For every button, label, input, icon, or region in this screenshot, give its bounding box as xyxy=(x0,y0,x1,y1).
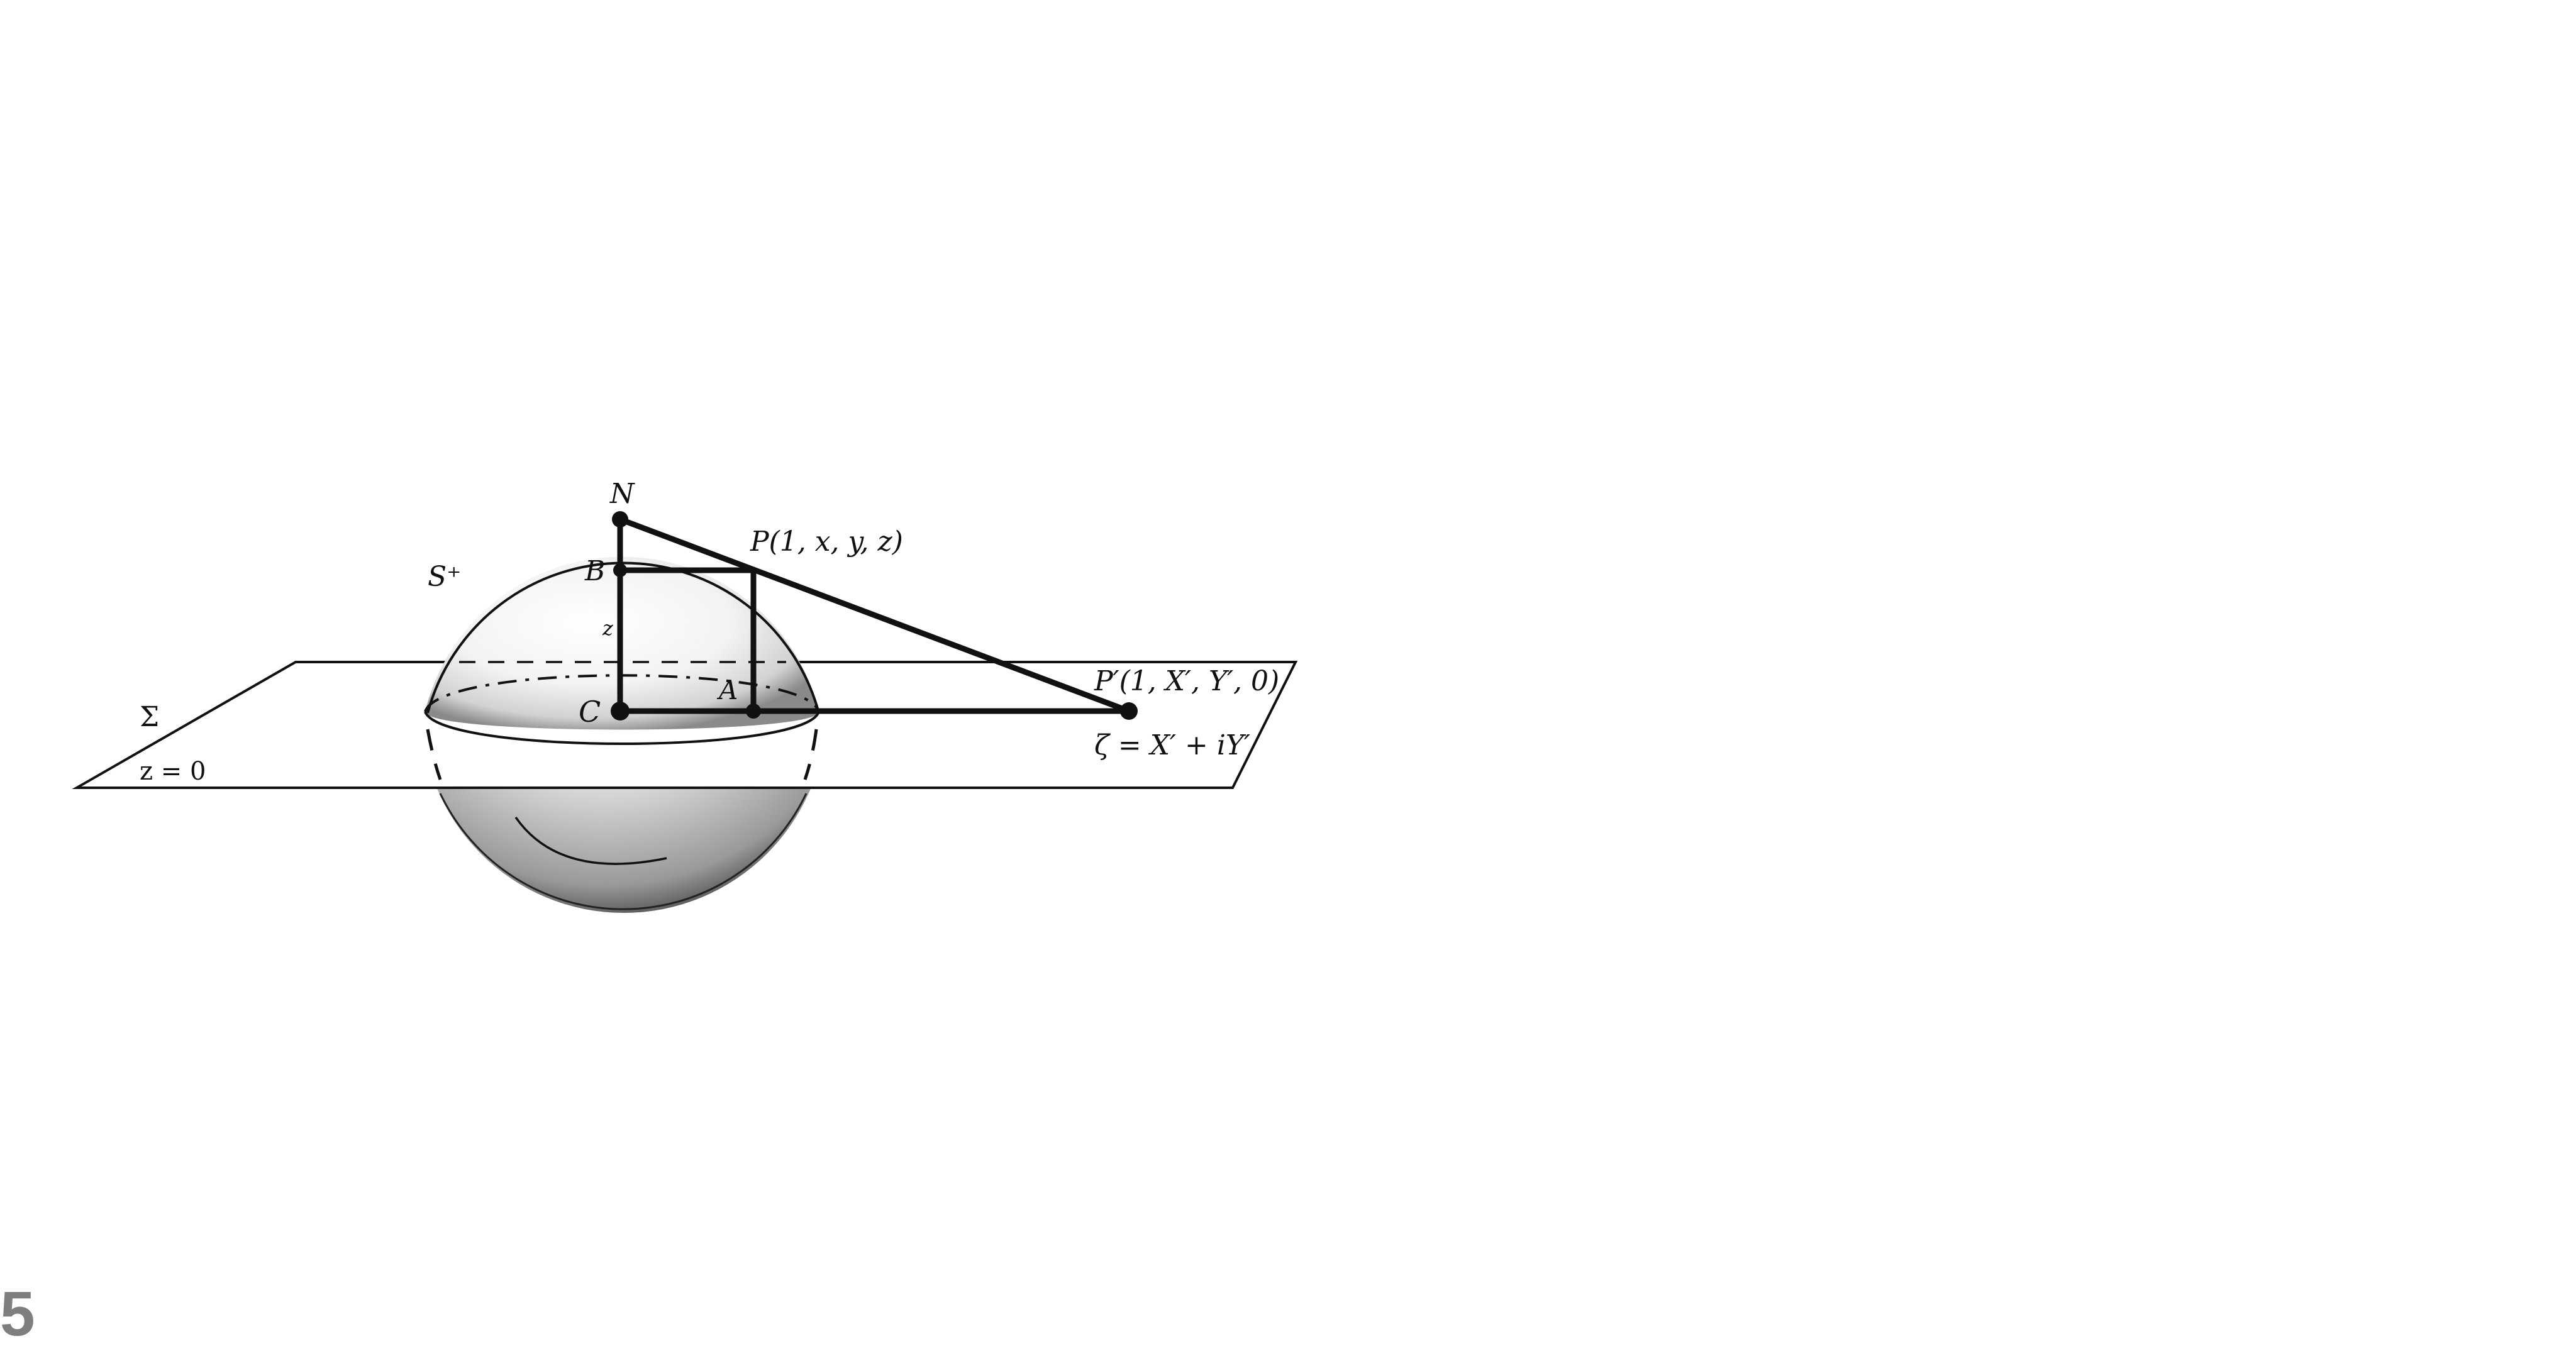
point-c xyxy=(611,702,630,720)
point-b xyxy=(613,563,627,577)
point-pprime xyxy=(1120,702,1138,720)
label-z-height: z xyxy=(602,616,614,640)
sphere-upper-outline xyxy=(426,561,820,714)
line-n-to-pprime xyxy=(617,516,1132,714)
label-p: P(1, x, y, z) xyxy=(750,526,903,558)
equator-front xyxy=(424,711,820,745)
label-zeta: ζ = X′ + iY′ xyxy=(1094,729,1250,761)
point-n xyxy=(612,511,628,527)
sphere-inner-arc xyxy=(514,816,667,865)
label-plane-sigma: Σ xyxy=(140,701,159,733)
plane-sigma xyxy=(72,661,1298,789)
point-a xyxy=(746,704,761,719)
label-plane-equation: z = 0 xyxy=(140,757,206,786)
label-a: A xyxy=(716,675,738,705)
sphere-lower-shading xyxy=(437,789,811,913)
label-pprime: P′(1, X′, Y′, 0) xyxy=(1094,665,1279,697)
label-c: C xyxy=(579,695,601,729)
label-n: N xyxy=(609,478,635,510)
construction-lines xyxy=(617,516,1132,714)
sphere-lower-outline-left xyxy=(426,729,442,780)
label-sphere: S⁺ xyxy=(428,561,461,593)
sphere-lower-outline-bottom xyxy=(439,793,808,910)
slide-number: 5 xyxy=(0,1279,35,1349)
label-b: B xyxy=(584,555,605,587)
sphere-lower-outline-right xyxy=(803,729,818,780)
